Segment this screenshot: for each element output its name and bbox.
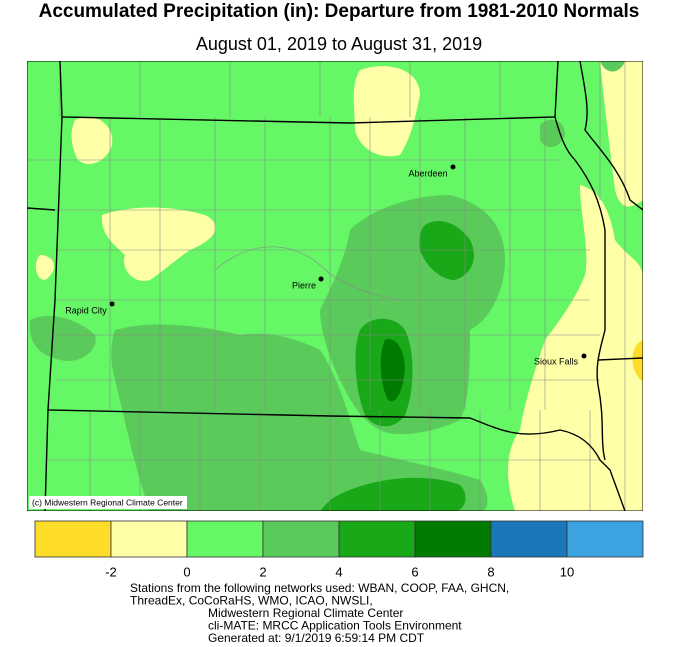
legend-swatch [186,520,264,558]
title: Accumulated Precipitation (in): Departur… [39,1,640,22]
legend-tick-label: 0 [183,564,190,579]
footer-line: ThreadEx, CoCoRaHS, WMO, ICAO, NWSLI, [130,594,373,608]
wettest-area [380,339,405,402]
city-label: Sioux Falls [534,356,579,366]
legend-tick-label: 8 [487,564,494,579]
legend-swatch [490,520,568,558]
county-lines [27,61,626,511]
legend-swatch [338,520,416,558]
city-dot [450,164,456,170]
legend-swatch [110,520,188,558]
legend-tick-label: 4 [335,564,342,579]
footer-line: Midwestern Regional Climate Center [208,606,403,620]
state-boundaries [27,61,643,511]
legend-tick-label: -2 [105,564,117,579]
city-label: Rapid City [65,305,107,315]
legend-swatch [566,520,644,558]
legend-tick-label: 6 [411,564,418,579]
footer-line: cli-MATE: MRCC Application Tools Environ… [208,619,462,633]
footer-line: Generated at: 9/1/2019 6:59:14 PM CDT [208,631,425,642]
credit-box [29,496,187,509]
footer-line: Stations from the following networks use… [130,581,509,595]
subtitle: August 01, 2019 to August 31, 2019 [196,34,482,54]
dry-area [632,340,643,382]
legend-tick-label: 10 [560,564,574,579]
legend-tick-label: 2 [259,564,266,579]
legend-swatch [414,520,492,558]
legend-swatch [262,520,340,558]
cities: Aberdeen Pierre Rapid City Sioux Falls [65,164,587,366]
map: Aberdeen Pierre Rapid City Sioux Falls (… [27,61,643,511]
city-dot [318,276,324,282]
yellow-areas [35,61,643,511]
city-dot [109,301,115,307]
city-label: Pierre [292,280,316,290]
legend: -2 0 2 4 6 8 10 [34,520,644,579]
city-dot [581,353,587,359]
legend-swatch [34,520,112,558]
credit: (c) Midwestern Regional Climate Center [32,497,183,507]
city-label: Aberdeen [408,168,447,178]
footer: Stations from the following networks use… [130,581,509,645]
